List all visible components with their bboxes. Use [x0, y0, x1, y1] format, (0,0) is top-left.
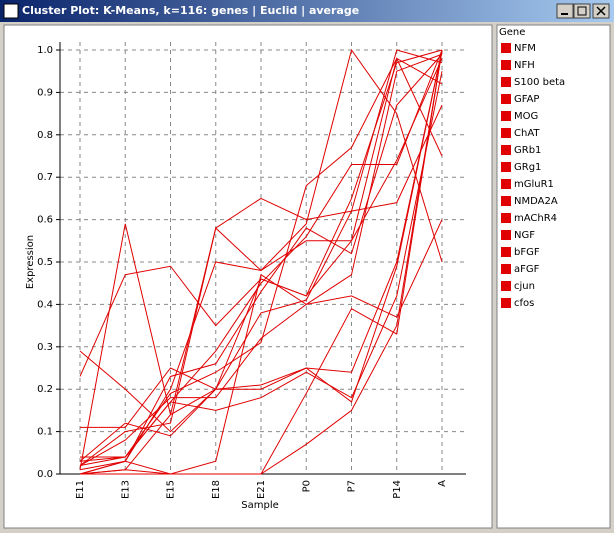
y-tick-label: 0.5 — [37, 257, 53, 268]
legend-label: GRg1 — [514, 162, 541, 173]
legend-swatch — [501, 94, 511, 104]
x-tick-label: P7 — [347, 480, 358, 492]
legend-swatch — [501, 196, 511, 206]
y-tick-label: 0.9 — [37, 87, 53, 98]
window-title: Cluster Plot: K-Means, k=116: genes | Eu… — [22, 4, 359, 17]
x-tick-label: A — [437, 480, 448, 487]
plot-panel — [3, 24, 493, 529]
legend-label: NFM — [514, 43, 536, 54]
series-line — [79, 49, 443, 475]
legend-swatch — [501, 77, 511, 87]
y-axis-label: Expression — [25, 235, 36, 289]
legend-swatch — [501, 213, 511, 223]
legend-swatch — [501, 60, 511, 70]
legend-swatch — [501, 298, 511, 308]
series-line — [79, 49, 443, 433]
legend-label: GRb1 — [514, 145, 541, 156]
y-tick-label: 0.2 — [37, 384, 53, 395]
minimize-button[interactable] — [556, 3, 574, 19]
x-tick-label: E13 — [120, 480, 131, 499]
x-tick-label: P0 — [301, 480, 312, 492]
legend-swatch — [501, 247, 511, 257]
y-tick-label: 0.7 — [37, 172, 53, 183]
window-icon — [3, 3, 19, 19]
series-line — [79, 53, 443, 471]
series-line — [79, 49, 443, 462]
legend-swatch — [501, 111, 511, 121]
y-tick-label: 0.1 — [37, 427, 53, 438]
series-line — [79, 56, 443, 475]
legend-swatch — [501, 230, 511, 240]
legend-label: GFAP — [514, 94, 539, 105]
legend-label: S100 beta — [514, 77, 565, 88]
y-tick-label: 0.0 — [37, 469, 53, 480]
legend-swatch — [501, 145, 511, 155]
series-line — [79, 104, 443, 466]
series-line — [79, 58, 443, 475]
legend-panel — [496, 24, 611, 529]
x-tick-label: E18 — [211, 480, 222, 499]
series-line — [79, 53, 443, 466]
y-tick-label: 1.0 — [37, 45, 53, 56]
y-tick-label: 0.6 — [37, 215, 53, 226]
legend-label: aFGF — [514, 264, 540, 275]
x-axis-label: Sample — [241, 500, 279, 511]
y-tick-label: 0.4 — [37, 299, 53, 310]
legend-label: cfos — [514, 298, 534, 309]
legend-swatch — [501, 43, 511, 53]
x-tick-label: P14 — [392, 480, 403, 499]
legend-header: Gene — [499, 27, 525, 38]
legend-label: NGF — [514, 230, 535, 241]
legend-label: mAChR4 — [514, 213, 557, 224]
series-line — [79, 57, 443, 467]
legend-swatch — [501, 281, 511, 291]
legend-label: mGluR1 — [514, 179, 554, 190]
legend-label: MOG — [514, 111, 538, 122]
x-tick-label: E11 — [75, 480, 86, 499]
legend-swatch — [501, 264, 511, 274]
legend-label: bFGF — [514, 247, 540, 258]
x-tick-label: E21 — [256, 480, 267, 499]
legend-swatch — [501, 128, 511, 138]
legend-label: NFH — [514, 60, 535, 71]
series-line — [79, 49, 443, 462]
maximize-button[interactable] — [573, 3, 591, 19]
x-tick-label: E15 — [166, 480, 177, 499]
y-tick-label: 0.3 — [37, 342, 53, 353]
legend-swatch — [501, 179, 511, 189]
legend-label: ChAT — [514, 128, 540, 139]
legend-label: NMDA2A — [514, 196, 558, 207]
series-line — [80, 49, 443, 428]
title-bar — [0, 0, 614, 22]
window-buttons[interactable] — [556, 3, 610, 19]
legend-label: cjun — [514, 281, 535, 292]
legend-swatch — [501, 162, 511, 172]
y-tick-label: 0.8 — [37, 130, 53, 141]
